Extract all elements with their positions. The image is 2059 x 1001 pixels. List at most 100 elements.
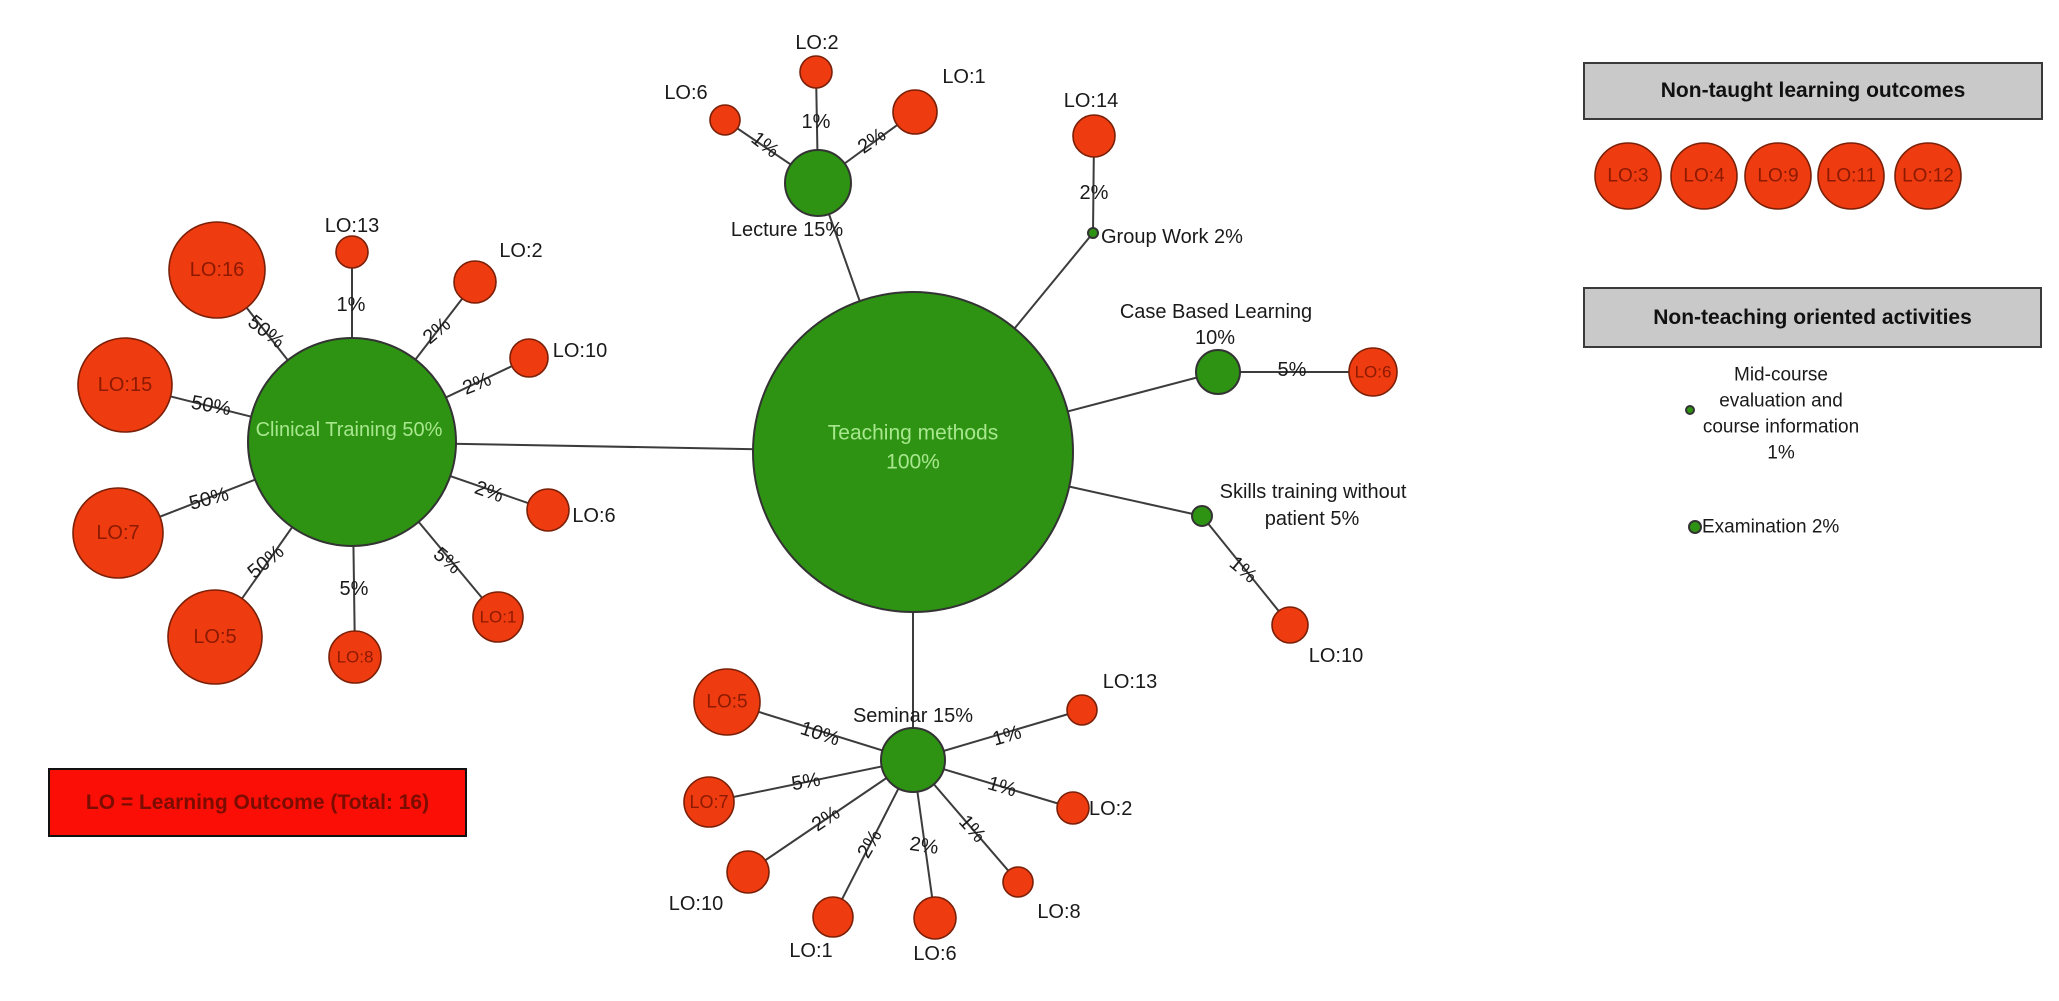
- dot-examination: [1688, 520, 1702, 534]
- label-clinical-lo7: LO:7: [96, 522, 139, 544]
- label-midcourse-line4: 1%: [1767, 443, 1795, 464]
- edge-label-seminar-lo13: 1%: [990, 721, 1024, 750]
- label-seminar-lo6: LO:6: [913, 943, 956, 965]
- edge-label-clinical-lo6: 2%: [472, 477, 507, 508]
- label-clinical-lo1: LO:1: [480, 608, 517, 627]
- label-clinical-lo5: LO:5: [193, 626, 236, 648]
- node-clinical-lo13: [335, 235, 369, 269]
- label-hub-cbl-line2: 10%: [1195, 327, 1235, 349]
- hub-case-based-learning: [1195, 349, 1241, 395]
- node-clinical-lo1: [472, 591, 524, 643]
- legend-non-taught-box: Non-taught learning outcomes: [1583, 62, 2043, 120]
- label-seminar-lo5: LO:5: [706, 692, 747, 713]
- label-groupwork-lo14: LO:14: [1064, 90, 1118, 112]
- label-cbl-lo6: LO:6: [1355, 363, 1392, 382]
- node-clinical-lo15: [77, 337, 173, 433]
- hub-clinical-training: [247, 337, 457, 547]
- node-clinical-lo8: [328, 630, 382, 684]
- label-seminar-lo1: LO:1: [789, 940, 832, 962]
- legend-activities-title: Non-teaching oriented activities: [1653, 305, 1972, 329]
- node-legend-lo12: [1894, 142, 1962, 210]
- label-lecture-lo1: LO:1: [942, 66, 985, 88]
- node-seminar-lo13: [1066, 694, 1098, 726]
- label-clinical-lo6: LO:6: [572, 505, 615, 527]
- node-lecture-lo6: [709, 104, 741, 136]
- node-clinical-lo2: [453, 260, 497, 304]
- edge-label-lecture-lo2: 1%: [802, 111, 831, 133]
- hub-skills-training: [1191, 505, 1213, 527]
- edge-label-seminar-lo2: 1%: [985, 772, 1019, 801]
- node-seminar-lo5: [693, 668, 761, 736]
- edge-label-seminar-lo7: 5%: [790, 769, 823, 796]
- node-seminar-lo2: [1056, 791, 1090, 825]
- node-seminar-lo7: [683, 776, 735, 828]
- edge-label-seminar-lo1: 2%: [853, 826, 887, 862]
- label-hub-lecture: Lecture 15%: [731, 219, 844, 241]
- edge-skills-lo10: [1201, 515, 1291, 626]
- label-clinical-lo15: LO:15: [98, 374, 152, 396]
- node-clinical-lo6: [526, 488, 570, 532]
- edge-seminar-lo7: [708, 759, 914, 803]
- node-clinical-lo7: [72, 487, 164, 579]
- node-legend-lo11: [1817, 142, 1885, 210]
- node-lecture-lo2: [799, 55, 833, 89]
- node-clinical-lo16: [168, 221, 266, 319]
- node-cbl-lo6: [1348, 347, 1398, 397]
- edge-label-clinical-lo1: 5%: [429, 543, 465, 579]
- label-lecture-lo6: LO:6: [664, 82, 707, 104]
- label-examination: Examination 2%: [1702, 517, 1839, 538]
- legend-activities-box: Non-teaching oriented activities: [1583, 287, 2042, 348]
- node-clinical-lo5: [167, 589, 263, 685]
- label-hub-skills-line1: Skills training without: [1220, 481, 1407, 503]
- label-lecture-lo2: LO:2: [795, 32, 838, 54]
- node-lecture-lo1: [892, 89, 938, 135]
- label-hub-groupwork: Group Work 2%: [1101, 226, 1243, 248]
- hub-lecture: [784, 149, 852, 217]
- label-hub-teaching-line2: 100%: [886, 451, 940, 474]
- edge-label-clinical-lo8: 5%: [340, 578, 369, 600]
- label-seminar-lo13: LO:13: [1103, 671, 1157, 693]
- legend-non-taught-title: Non-taught learning outcomes: [1660, 79, 1966, 102]
- label-hub-skills-line2: patient 5%: [1265, 508, 1360, 530]
- edge-label-lecture-lo6: 1%: [747, 127, 783, 162]
- node-legend-lo4: [1670, 142, 1738, 210]
- label-clinical-lo10: LO:10: [553, 340, 607, 362]
- key-label: LO = Learning Outcome (Total: 16): [85, 790, 430, 814]
- label-seminar-lo10: LO:10: [669, 893, 723, 915]
- node-legend-lo3: [1594, 142, 1662, 210]
- hub-group-work: [1087, 227, 1099, 239]
- label-hub-seminar: Seminar 15%: [853, 705, 973, 727]
- node-groupwork-lo14: [1072, 114, 1116, 158]
- edge-label-clinical-lo16: 50%: [243, 311, 288, 353]
- node-legend-lo9: [1744, 142, 1812, 210]
- label-seminar-lo8: LO:8: [1037, 901, 1080, 923]
- dot-mid-course-evaluation: [1685, 405, 1695, 415]
- edge-label-groupwork-lo14: 2%: [1080, 182, 1109, 204]
- edge-label-clinical-lo15: 50%: [189, 392, 232, 421]
- label-legend-lo9: LO:9: [1757, 166, 1798, 187]
- edge-label-seminar-lo5: 10%: [798, 717, 843, 750]
- key-box: LO = Learning Outcome (Total: 16): [48, 768, 467, 837]
- label-clinical-lo2: LO:2: [499, 240, 542, 262]
- edge-label-seminar-lo6: 2%: [908, 833, 940, 859]
- label-legend-lo11: LO:11: [1826, 166, 1876, 187]
- hub-seminar: [880, 727, 946, 793]
- label-legend-lo12: LO:12: [1902, 166, 1954, 187]
- label-legend-lo4: LO:4: [1683, 166, 1725, 187]
- edge-label-cbl-lo6: 5%: [1278, 359, 1307, 381]
- hub-teaching-methods: [752, 291, 1074, 613]
- label-hub-cbl-line1: Case Based Learning: [1120, 301, 1312, 323]
- edge-seminar-lo10: [747, 759, 914, 873]
- label-seminar-lo7: LO:7: [689, 792, 728, 812]
- label-hub-teaching-line1: Teaching methods: [828, 422, 998, 445]
- node-clinical-lo10: [509, 338, 549, 378]
- label-midcourse-line2: evaluation and: [1719, 391, 1843, 412]
- label-hub-clinical: Clinical Training 50%: [256, 419, 443, 441]
- edge-label-clinical-lo13: 1%: [337, 294, 366, 316]
- node-seminar-lo6: [913, 896, 957, 940]
- label-skills-lo10: LO:10: [1309, 645, 1363, 667]
- edge-label-seminar-lo10: 2%: [808, 802, 844, 837]
- label-seminar-lo2: LO:2: [1089, 798, 1132, 820]
